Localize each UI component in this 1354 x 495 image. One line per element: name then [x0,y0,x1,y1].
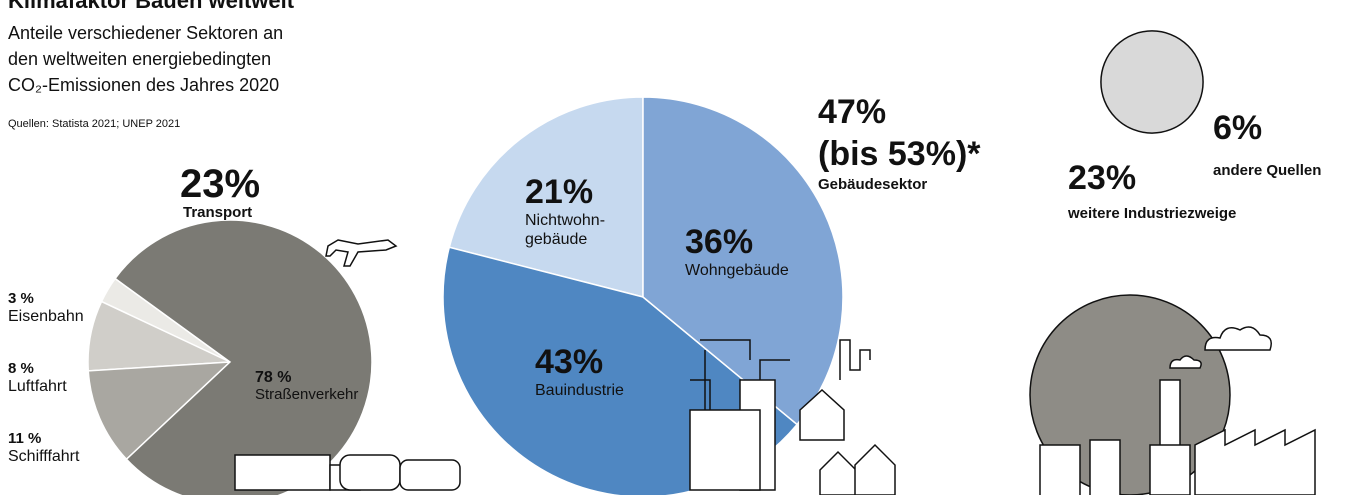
slice-name: Bauindustrie [535,381,624,400]
slice-name: Nichtwohn- gebäude [525,211,605,249]
bubble-value: 6% [1213,108,1262,149]
slice-name: Schifffahrt [8,447,79,466]
slice-value: 8 % [8,360,34,378]
bubble-name: weitere Industriezweige [1068,205,1236,223]
total-note: (bis 53%)* [818,134,981,175]
bubble-name: andere Quellen [1213,162,1321,180]
bubble-value: 23% [1068,158,1136,199]
slice-value: 3 % [8,290,34,308]
slice-name: Wohngebäude [685,261,789,280]
slice-value: 11 % [8,430,41,448]
total-value: 23% [180,160,260,208]
slice-name: Straßenverkehr [255,386,358,404]
sector-name: Gebäudesektor [818,176,927,194]
slice-value: 21% [525,172,593,213]
title: Klimafaktor Bauen weltweit [8,0,294,14]
slice-value: 78 % [255,368,291,387]
source: Quellen: Statista 2021; UNEP 2021 [8,118,180,131]
slice-name: Luftfahrt [8,377,67,396]
slice-value: 36% [685,222,753,263]
total-value: 47% [818,92,886,133]
slice-value: 43% [535,342,603,383]
page: Klimafaktor Bauen weltweit Anteile versc… [0,0,1354,495]
slice-name: Eisenbahn [8,307,84,326]
subtitle: Anteile verschiedener Sektoren an den we… [8,20,283,98]
bubble [1101,31,1203,133]
sector-name: Transport [183,204,252,222]
